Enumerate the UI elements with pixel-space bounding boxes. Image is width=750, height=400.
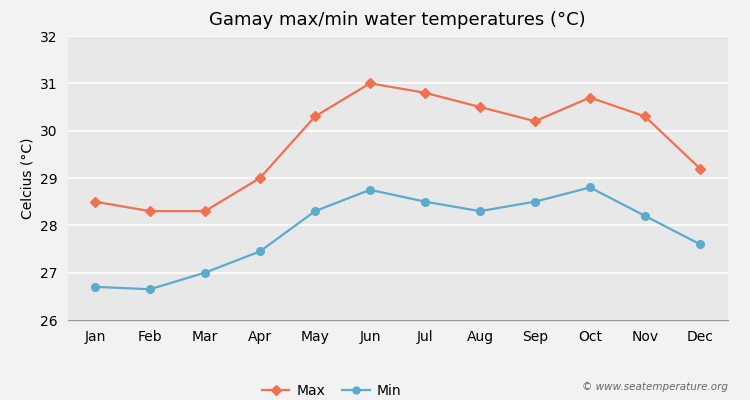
Max — [91, 199, 100, 204]
Max — [421, 90, 430, 95]
Min — [365, 188, 374, 192]
Max — [256, 176, 265, 180]
Line: Min: Min — [92, 184, 704, 293]
Min — [421, 199, 430, 204]
Min — [640, 214, 650, 218]
Min — [530, 199, 539, 204]
Y-axis label: Celcius (°C): Celcius (°C) — [20, 137, 34, 219]
Min — [91, 284, 100, 289]
Max — [476, 104, 484, 109]
Max — [365, 81, 374, 86]
Max — [310, 114, 320, 119]
Max — [586, 95, 595, 100]
Min — [695, 242, 704, 247]
Text: © www.seatemperature.org: © www.seatemperature.org — [581, 382, 728, 392]
Max — [200, 209, 209, 214]
Min — [146, 287, 154, 292]
Min — [200, 270, 209, 275]
Legend: Max, Min: Max, Min — [256, 378, 406, 400]
Max — [530, 119, 539, 124]
Title: Gamay max/min water temperatures (°C): Gamay max/min water temperatures (°C) — [209, 11, 586, 29]
Min — [586, 185, 595, 190]
Line: Max: Max — [92, 80, 704, 215]
Min — [310, 209, 320, 214]
Max — [146, 209, 154, 214]
Max — [695, 166, 704, 171]
Min — [256, 249, 265, 254]
Min — [476, 209, 484, 214]
Max — [640, 114, 650, 119]
